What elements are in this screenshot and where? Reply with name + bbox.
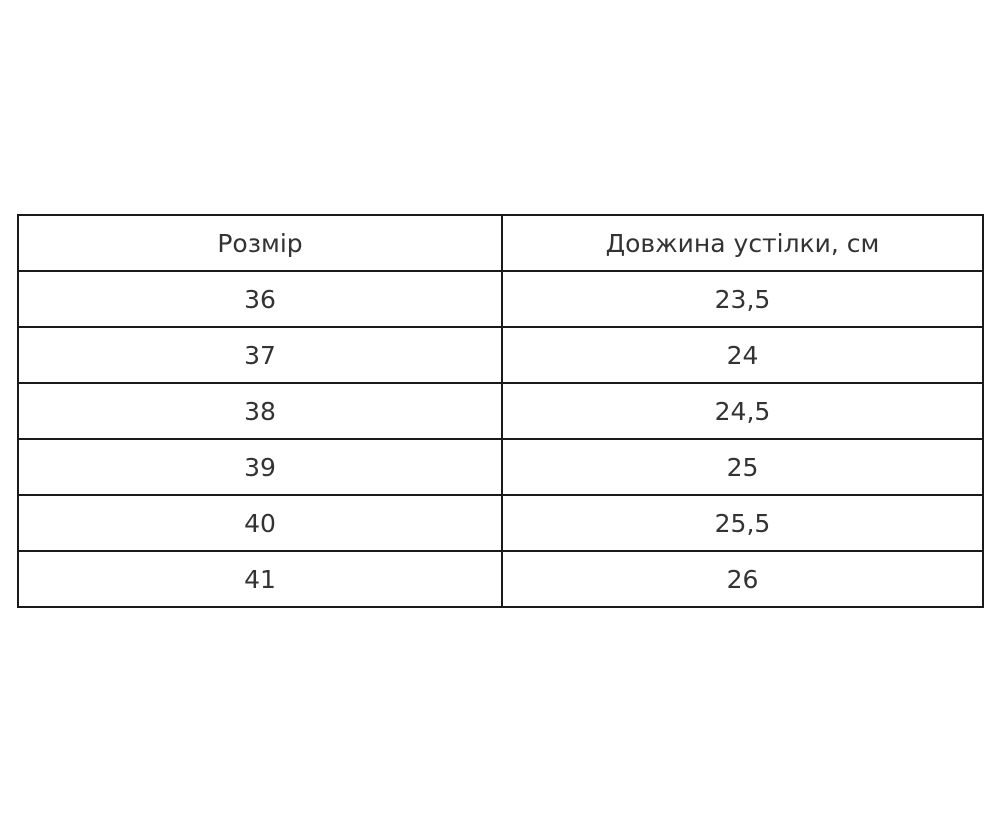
size-cell: 39 (17, 438, 503, 496)
size-table: Розмір Довжина устілки, см 36 23,5 37 24 38 2… (17, 214, 984, 608)
insole-length-cell: 24,5 (501, 382, 984, 440)
header-insole-length: Довжина устілки, см (501, 214, 984, 272)
size-cell: 40 (17, 494, 503, 552)
size-cell: 41 (17, 550, 503, 608)
insole-length-cell: 25 (501, 438, 984, 496)
header-row: Розмір Довжина устілки, см (17, 214, 984, 272)
insole-length-cell: 24 (501, 326, 984, 384)
insole-length-cell: 25,5 (501, 494, 984, 552)
table-row: 36 23,5 (17, 270, 984, 328)
table-row: 40 25,5 (17, 494, 984, 552)
size-cell: 38 (17, 382, 503, 440)
size-cell: 36 (17, 270, 503, 328)
insole-length-cell: 23,5 (501, 270, 984, 328)
size-cell: 37 (17, 326, 503, 384)
table-row: 39 25 (17, 438, 984, 496)
header-size: Розмір (17, 214, 503, 272)
table-row: 37 24 (17, 326, 984, 384)
insole-length-cell: 26 (501, 550, 984, 608)
table-row: 41 26 (17, 550, 984, 608)
table-row: 38 24,5 (17, 382, 984, 440)
